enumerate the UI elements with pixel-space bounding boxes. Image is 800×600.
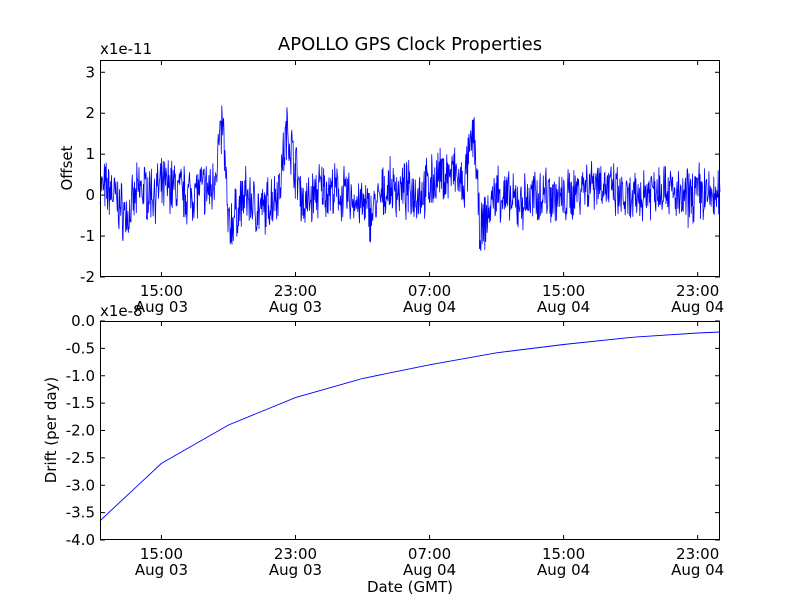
offset-plot-frame xyxy=(100,60,720,277)
offset-y-tick-label: 0 xyxy=(85,186,95,204)
offset-x-tick-time: 15:00 xyxy=(542,282,585,300)
drift-y-tick-label: -2.0 xyxy=(66,422,95,440)
drift-plot-frame xyxy=(100,321,720,540)
chart-title: APOLLO GPS Clock Properties xyxy=(278,34,542,55)
drift-x-tick-date: Aug 03 xyxy=(135,561,188,579)
offset-y-ticks: -2 -1 0 1 2 3 xyxy=(80,63,720,286)
offset-x-tick-time: 23:00 xyxy=(676,282,719,300)
offset-x-tick-time: 15:00 xyxy=(140,282,183,300)
offset-y-tick-label: -2 xyxy=(80,268,95,286)
offset-y-multiplier: x1e-11 xyxy=(100,40,152,58)
drift-x-tick-date: Aug 04 xyxy=(537,561,590,579)
drift-x-tick-time: 23:00 xyxy=(274,545,317,563)
drift-y-tick-label: -3.0 xyxy=(66,476,95,494)
drift-y-tick-label: -1.5 xyxy=(66,394,95,412)
drift-y-tick-label: -1.0 xyxy=(66,367,95,385)
drift-panel: x1e-8 -4.0 -3.5 -3.0 -2.5 -2.0 -1.5 -1.0 -0.5 0.… xyxy=(42,302,724,596)
drift-y-tick-label: -2.5 xyxy=(66,449,95,467)
drift-x-tick-date: Aug 03 xyxy=(269,561,322,579)
drift-x-tick-date: Aug 04 xyxy=(671,561,724,579)
drift-y-tick-label: -0.5 xyxy=(66,339,95,357)
offset-x-tick-date: Aug 03 xyxy=(135,298,188,316)
drift-series xyxy=(99,331,721,522)
offset-x-tick-date: Aug 04 xyxy=(671,298,724,316)
drift-y-tick-label: -4.0 xyxy=(66,531,95,549)
offset-y-tick-label: -1 xyxy=(80,227,95,245)
drift-y-label: Drift (per day) xyxy=(42,377,60,484)
drift-y-tick-label: -3.5 xyxy=(66,504,95,522)
drift-y-ticks: -4.0 -3.5 -3.0 -2.5 -2.0 -1.5 -1.0 -0.5 0.0 xyxy=(66,312,720,549)
offset-series-line xyxy=(99,105,721,251)
offset-x-tick-date: Aug 04 xyxy=(537,298,590,316)
offset-series xyxy=(99,105,721,251)
drift-series-line xyxy=(99,331,721,522)
drift-x-label: Date (GMT) xyxy=(367,578,453,596)
offset-y-label: Offset xyxy=(58,145,76,190)
drift-x-tick-time: 23:00 xyxy=(676,545,719,563)
drift-x-tick-date: Aug 04 xyxy=(403,561,456,579)
offset-x-tick-time: 07:00 xyxy=(408,282,451,300)
drift-y-tick-label: 0.0 xyxy=(71,312,95,330)
drift-x-tick-time: 15:00 xyxy=(140,545,183,563)
offset-y-tick-label: 2 xyxy=(85,104,95,122)
offset-x-tick-date: Aug 03 xyxy=(269,298,322,316)
offset-y-tick-label: 3 xyxy=(85,63,95,81)
offset-x-tick-time: 23:00 xyxy=(274,282,317,300)
drift-x-tick-time: 15:00 xyxy=(542,545,585,563)
offset-x-tick-date: Aug 04 xyxy=(403,298,456,316)
drift-y-multiplier: x1e-8 xyxy=(100,302,143,320)
drift-x-tick-time: 07:00 xyxy=(408,545,451,563)
offset-y-tick-label: 1 xyxy=(85,145,95,163)
